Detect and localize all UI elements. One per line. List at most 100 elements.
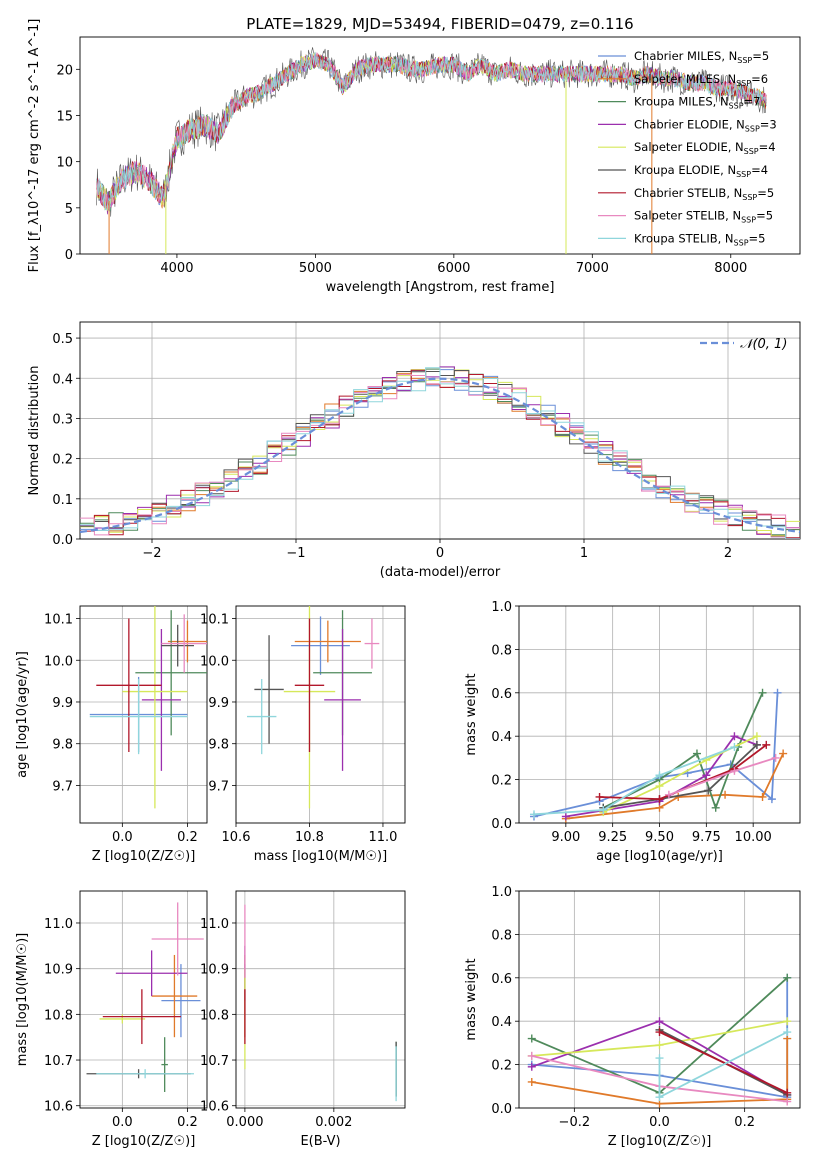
legend-text: Kroupa MILES, N xyxy=(634,95,729,109)
x-tick-label: 0.0 xyxy=(649,1115,670,1130)
y-tick-label: 9.8 xyxy=(52,738,73,753)
y-tick-label: 0.6 xyxy=(491,972,512,987)
x-tick-label: −0.2 xyxy=(559,1115,591,1130)
weight-marker xyxy=(783,973,792,982)
weight-marker xyxy=(767,795,776,804)
y-tick-label: 0.2 xyxy=(52,453,73,468)
weight-marker xyxy=(762,740,771,749)
axes-frame xyxy=(79,321,801,540)
legend-label: Salpeter STELIB, NSSP=5 xyxy=(634,209,773,225)
x-axis-label: wavelength [Angstrom, rest frame] xyxy=(326,280,555,295)
axes-frame xyxy=(518,605,801,824)
weight-marker xyxy=(773,688,782,697)
figure-title: PLATE=1829, MJD=53494, FIBERID=0479, z=0… xyxy=(246,15,633,33)
weight-marker xyxy=(655,1028,664,1037)
weight-marker xyxy=(655,1093,664,1102)
legend-subscript: SSP xyxy=(736,170,751,179)
y-tick-label: 0.8 xyxy=(491,643,512,658)
plot-area xyxy=(96,47,767,254)
y-tick-label: 10.7 xyxy=(44,1054,73,1069)
y-tick-label: 15 xyxy=(56,109,73,124)
legend-text: =6 xyxy=(751,72,768,86)
x-axis-label: E(B-V) xyxy=(300,1134,340,1149)
legend-subscript: SSP xyxy=(742,193,757,202)
legend-text: Salpeter ELODIE, N xyxy=(634,140,744,154)
x-tick-label: 0.0 xyxy=(112,1115,133,1130)
legend-text: Chabrier MILES, N xyxy=(634,49,737,63)
y-tick-label: 10.6 xyxy=(44,1100,73,1115)
legend-label: Kroupa STELIB, NSSP=5 xyxy=(634,231,765,247)
weight-marker xyxy=(655,782,664,791)
legend-subscript: SSP xyxy=(744,147,759,156)
panel-massweight_vs_Z: −0.2 0.0 0.2 0.0 0.2 0.4 0.6 0.8 1.0 Z [log10(Z/Z… xyxy=(464,885,801,1149)
x-tick-label: 7000 xyxy=(576,261,609,276)
legend-subscript: SSP xyxy=(736,79,751,88)
x-tick-label: 4000 xyxy=(160,261,193,276)
weight-marker xyxy=(655,1017,664,1026)
axes-frame xyxy=(518,890,801,1109)
legend-text: =7 xyxy=(744,95,761,109)
x-tick-label: 6000 xyxy=(437,261,470,276)
x-tick-label: 0.002 xyxy=(315,1115,352,1130)
legend-text: Kroupa STELIB, N xyxy=(634,231,734,245)
x-tick-label: 9.00 xyxy=(551,830,580,845)
weight-marker xyxy=(527,1051,536,1060)
x-axis-label: Z [log10(Z/Z☉)] xyxy=(608,1134,712,1149)
weight-marker xyxy=(655,771,664,780)
y-tick-label: 10.9 xyxy=(200,963,229,978)
y-tick-label: 10.7 xyxy=(200,1054,229,1069)
weight-marker xyxy=(529,810,538,819)
y-axis-label: age [log10(age/yr)] xyxy=(15,651,30,778)
weight-marker xyxy=(783,1028,792,1037)
x-tick-label: 0 xyxy=(436,546,444,561)
weight-marker xyxy=(758,792,767,801)
weight-marker xyxy=(711,803,720,812)
weight-marker xyxy=(783,1088,792,1097)
legend-label: Salpeter MILES, NSSP=6 xyxy=(634,72,768,88)
y-tick-label: 0.8 xyxy=(491,928,512,943)
weight-marker xyxy=(783,1017,792,1026)
weight-marker xyxy=(692,749,701,758)
x-tick-label: 10.00 xyxy=(735,830,772,845)
weight-marker xyxy=(702,771,711,780)
x-tick-label: 11.0 xyxy=(368,830,397,845)
panel-age_vs_Z: 0.0 0.2 9.7 9.8 9.9 10.0 10.1 Z [log10(Z/Z☉)] ag… xyxy=(15,605,208,864)
legend-label: Salpeter ELODIE, NSSP=4 xyxy=(634,140,776,156)
y-tick-label: 10.8 xyxy=(44,1008,73,1023)
x-tick-label: 10.6 xyxy=(222,830,251,845)
plot-area xyxy=(529,688,788,823)
x-tick-label: 0.000 xyxy=(226,1115,263,1130)
axes-frame xyxy=(235,605,406,824)
y-tick-label: 0.0 xyxy=(491,1102,512,1117)
weight-marker xyxy=(758,688,767,697)
legend-subscript: SSP xyxy=(729,102,744,111)
panel-spectrum: 4000 5000 6000 7000 8000 0 5 10 15 20 wavelength [… xyxy=(27,19,801,295)
x-axis-label: age [log10(age/yr)] xyxy=(596,849,723,864)
weight-marker xyxy=(527,1062,536,1071)
legend-text: =3 xyxy=(760,117,777,131)
weight-marker xyxy=(655,795,664,804)
weight-marker xyxy=(664,790,673,799)
panel-age_vs_mass: 10.6 10.8 11.0 9.7 9.8 9.9 10.0 10.1 mass [log10… xyxy=(200,605,406,864)
weight-line-2 xyxy=(565,753,784,820)
weight-line-7 xyxy=(659,1031,788,1094)
x-tick-label: 9.75 xyxy=(692,830,721,845)
y-tick-label: 11.0 xyxy=(200,917,229,932)
x-tick-label: 9.25 xyxy=(598,830,627,845)
axes-frame xyxy=(79,605,208,824)
plot-area xyxy=(89,606,207,809)
legend-label: Kroupa ELODIE, NSSP=4 xyxy=(634,163,768,179)
y-tick-label: 10.1 xyxy=(44,613,73,628)
legend-label: 𝒩(0, 1) xyxy=(740,337,787,352)
y-tick-label: 0.0 xyxy=(491,817,512,832)
y-tick-label: 0 xyxy=(65,248,73,263)
y-tick-label: 10.8 xyxy=(200,1008,229,1023)
x-tick-label: 0.2 xyxy=(177,830,198,845)
plot-area xyxy=(86,902,204,1093)
legend-subscript: SSP xyxy=(737,56,752,65)
histogram-series-9 xyxy=(80,367,800,539)
y-tick-label: 9.7 xyxy=(52,779,73,794)
y-tick-label: 0.4 xyxy=(52,372,73,387)
